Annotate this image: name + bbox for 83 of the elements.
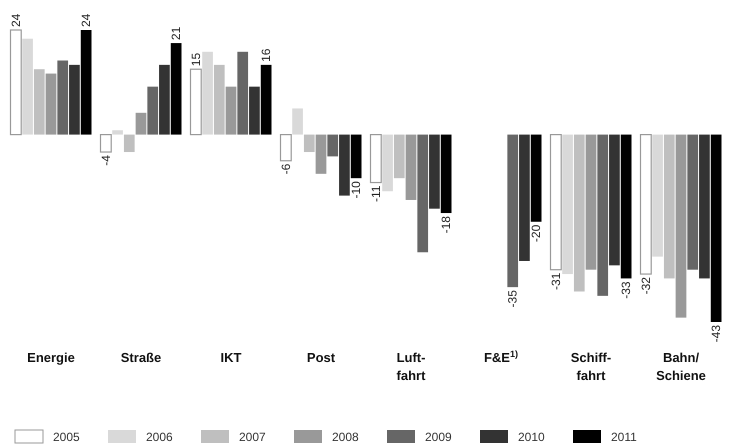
x-tick-label: Luft- fahrt [396, 350, 426, 383]
bar [100, 134, 112, 153]
bar [382, 134, 393, 192]
bar [316, 134, 326, 174]
data-label: -4 [98, 154, 113, 166]
bar [609, 134, 620, 266]
bar [292, 108, 303, 135]
bar [249, 86, 260, 135]
x-tick-label: Straße [120, 350, 162, 365]
data-label: -35 [506, 290, 520, 308]
legend-label: 2006 [146, 430, 174, 444]
data-label: -33 [619, 281, 634, 299]
bar [237, 52, 248, 135]
bar [226, 86, 236, 135]
bar [574, 134, 585, 292]
data-label: -10 [349, 180, 364, 199]
bar [190, 68, 202, 136]
bar [327, 134, 338, 156]
data-label: 24 [79, 13, 94, 27]
bar [550, 134, 562, 270]
bar [260, 64, 272, 135]
legend-label: 2009 [425, 430, 452, 444]
bar [112, 130, 123, 135]
x-tick-label: Post [306, 350, 336, 365]
bar [46, 74, 56, 135]
bar [10, 29, 22, 136]
bar [620, 134, 632, 278]
data-label: -31 [548, 272, 563, 290]
bar [687, 134, 698, 270]
legend-label: 2007 [239, 430, 266, 444]
bar [394, 134, 405, 178]
x-tick-label: IKT [220, 350, 242, 365]
bar [80, 30, 92, 135]
bar [34, 69, 45, 135]
data-label: -20 [529, 224, 544, 242]
x-tick-label: F&E$^{1)}$ [484, 349, 518, 365]
bar [699, 134, 710, 278]
bar [124, 134, 135, 152]
x-tick-label: Energie [27, 350, 75, 365]
bar [22, 38, 33, 135]
data-label: -6 [278, 163, 293, 174]
bar [640, 134, 652, 275]
legend-label: 2010 [518, 430, 546, 444]
bar [406, 134, 416, 200]
bar [304, 134, 315, 152]
bar [530, 134, 542, 222]
bar [57, 60, 68, 135]
bar [507, 134, 518, 288]
data-label: -11 [368, 185, 383, 202]
data-label: 15 [188, 52, 203, 66]
data-label: 16 [259, 48, 274, 62]
bar [350, 134, 362, 178]
bar [280, 134, 292, 162]
x-tick-label: Schiff- fahrt [570, 350, 612, 383]
bar [159, 64, 170, 135]
data-label: 21 [169, 26, 184, 40]
x-tick-label: Bahn/ Schiene [656, 350, 706, 383]
bar [562, 134, 573, 274]
legend-label: 2011 [611, 430, 638, 444]
bar [429, 134, 440, 209]
bar [147, 86, 158, 135]
bar [170, 43, 182, 135]
legend-label: 2005 [53, 430, 80, 444]
data-label: -32 [638, 276, 653, 294]
bar [586, 134, 596, 270]
data-label: -43 [709, 324, 724, 342]
bar [652, 134, 663, 257]
bar [417, 134, 428, 252]
bar [214, 64, 225, 135]
bar [202, 52, 213, 135]
bar [676, 134, 686, 318]
bar [664, 134, 675, 278]
data-label: 24 [8, 13, 23, 27]
bar [597, 134, 608, 296]
data-label: -18 [439, 216, 454, 234]
bar [519, 134, 530, 261]
bar [136, 112, 146, 135]
bar [370, 134, 382, 184]
legend-label: 2008 [332, 430, 360, 444]
bar [339, 134, 350, 196]
bar [440, 134, 452, 214]
bar [69, 64, 80, 135]
bar [710, 134, 722, 322]
